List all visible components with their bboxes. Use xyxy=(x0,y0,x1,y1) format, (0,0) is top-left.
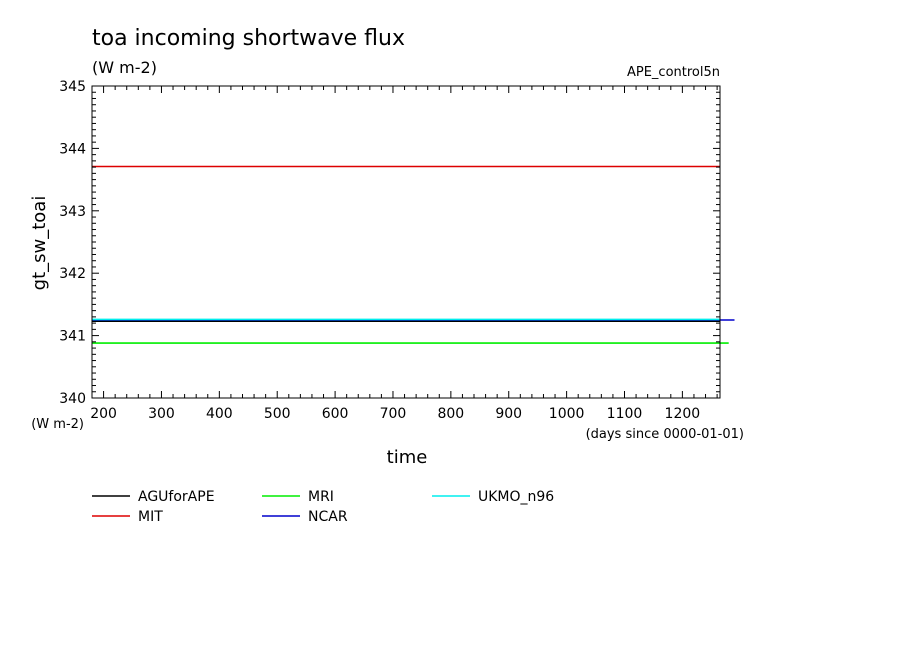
legend-label: MRI xyxy=(308,489,334,505)
y-tick-label: 342 xyxy=(59,266,86,282)
y-tick-label: 343 xyxy=(59,204,86,220)
legend-label: MIT xyxy=(138,509,163,525)
x-axis-units: (days since 0000-01-01) xyxy=(586,427,744,442)
x-tick-label: 700 xyxy=(380,406,407,422)
legend-label: AGUforAPE xyxy=(138,489,215,505)
x-tick-label: 1100 xyxy=(607,406,643,422)
chart-units: (W m-2) xyxy=(92,58,157,77)
x-tick-label: 1000 xyxy=(549,406,585,422)
legend-label: UKMO_n96 xyxy=(478,489,554,505)
x-tick-label: 800 xyxy=(437,406,464,422)
x-tick-label: 200 xyxy=(90,406,117,422)
y-tick-label: 341 xyxy=(59,329,86,345)
legend-label: NCAR xyxy=(308,509,348,525)
x-tick-label: 600 xyxy=(322,406,349,422)
y-tick-label: 340 xyxy=(59,391,86,407)
axis-ticks: 200 300 400 500 600 700 800 900 1000 1100 1200 340 3… xyxy=(59,79,720,422)
y-axis-label: gt_sw_toai xyxy=(29,196,50,291)
chart-title: toa incoming shortwave flux xyxy=(92,26,405,51)
experiment-label: APE_control5n xyxy=(627,65,720,80)
x-tick-label: 500 xyxy=(264,406,291,422)
plot-lines xyxy=(92,165,735,344)
y-tick-label: 345 xyxy=(59,79,86,95)
x-tick-label: 1200 xyxy=(665,406,701,422)
x-tick-label: 300 xyxy=(148,406,175,422)
x-tick-label: 900 xyxy=(495,406,522,422)
y-tick-label: 344 xyxy=(59,141,86,157)
x-axis-label: time xyxy=(387,447,428,468)
x-tick-label: 400 xyxy=(206,406,233,422)
plot-frame xyxy=(91,85,721,399)
y-axis-units: (W m-2) xyxy=(31,417,84,432)
legend: AGUforAPE MIT MRI NCAR UKMO_n96 xyxy=(92,489,554,525)
